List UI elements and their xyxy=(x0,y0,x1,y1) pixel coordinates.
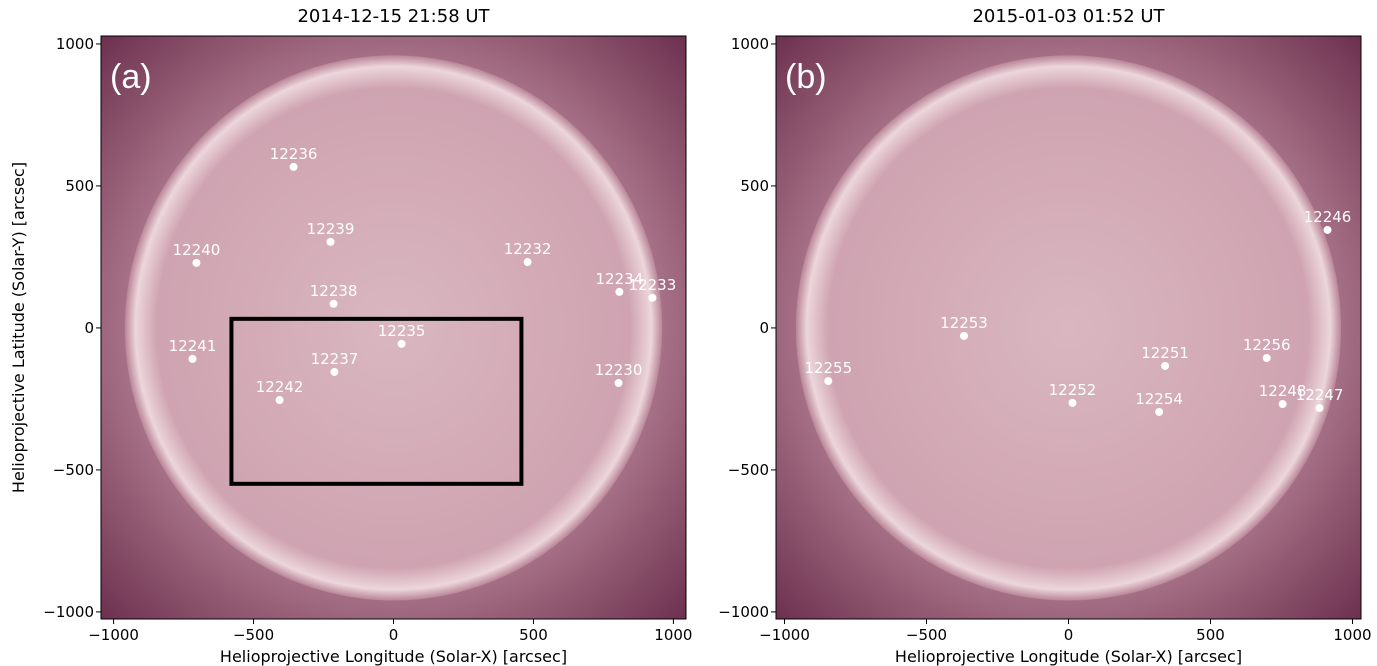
title: 2015-01-03 01:52 UT xyxy=(972,6,1165,27)
y-tick-label: −500 xyxy=(728,461,769,479)
y-tick-label: 500 xyxy=(740,177,769,195)
active-region-label: 12236 xyxy=(270,145,318,163)
x-tick-label: −1000 xyxy=(88,626,139,644)
active-region-label: 12255 xyxy=(804,359,852,377)
y-tick-label: 1000 xyxy=(56,35,94,53)
active-region-point xyxy=(1323,225,1332,234)
active-region-label: 12246 xyxy=(1304,208,1352,226)
title: 2014-12-15 21:58 UT xyxy=(297,6,490,27)
y-axis-label: Helioprojective Latitude (Solar-Y) [arcs… xyxy=(9,162,28,493)
active-region-label: 12256 xyxy=(1243,336,1291,354)
active-region-point xyxy=(1161,361,1170,370)
active-region-label: 12235 xyxy=(378,322,426,340)
active-region-label: 12230 xyxy=(595,361,643,379)
active-region-point xyxy=(1155,407,1164,416)
active-region-point xyxy=(648,293,657,302)
active-region-point xyxy=(523,258,532,267)
solar-disk xyxy=(124,55,663,601)
y-tick-label: −1000 xyxy=(43,603,94,621)
active-region-point xyxy=(1262,354,1271,363)
active-region-label: 12240 xyxy=(173,241,221,259)
active-region-label: 12232 xyxy=(504,240,552,258)
active-region-point xyxy=(614,379,623,388)
x-tick-label: −500 xyxy=(906,626,947,644)
x-tick-label: −500 xyxy=(233,626,274,644)
active-region-label: 12241 xyxy=(169,337,217,355)
y-tick-label: 1000 xyxy=(731,35,769,53)
x-tick-label: 0 xyxy=(389,626,399,644)
y-tick-label: 0 xyxy=(759,319,769,337)
active-region-label: 12253 xyxy=(940,314,988,332)
x-tick-label: 500 xyxy=(519,626,548,644)
active-region-label: 12239 xyxy=(307,220,355,238)
active-region-point xyxy=(397,339,406,348)
active-region-label: 12238 xyxy=(310,282,358,300)
x-tick-label: −1000 xyxy=(759,626,810,644)
solar-image xyxy=(775,35,1362,620)
active-region-point xyxy=(1278,400,1287,409)
active-region-point xyxy=(330,367,339,376)
solar-disk xyxy=(795,55,1342,601)
x-tick-label: 500 xyxy=(1196,626,1225,644)
x-tick-label: 1000 xyxy=(654,626,692,644)
active-region-label: 12254 xyxy=(1135,390,1183,408)
active-region-point xyxy=(192,258,201,267)
active-region-point xyxy=(959,331,968,340)
active-region-label: 12252 xyxy=(1049,381,1097,399)
panel-label: (a) xyxy=(110,58,152,96)
active-region-label: 12237 xyxy=(311,350,359,368)
y-tick-label: 0 xyxy=(84,319,94,337)
active-region-point xyxy=(289,162,298,171)
solar-image xyxy=(100,35,687,620)
x-tick-label: 0 xyxy=(1064,626,1074,644)
x-axis-label: Helioprojective Longitude (Solar-X) [arc… xyxy=(895,647,1242,666)
active-region-point xyxy=(1315,404,1324,413)
active-region-label: 12248 xyxy=(1259,382,1307,400)
active-region-label: 12233 xyxy=(629,276,677,294)
active-region-point xyxy=(824,377,833,386)
active-region-label: 12247 xyxy=(1296,386,1344,404)
y-tick-label: −1000 xyxy=(718,603,769,621)
active-region-point xyxy=(326,237,335,246)
y-tick-label: 500 xyxy=(65,177,94,195)
panel-label: (b) xyxy=(785,58,827,96)
active-region-point xyxy=(275,396,284,405)
y-tick-label: −500 xyxy=(53,461,94,479)
active-region-label: 12234 xyxy=(596,270,644,288)
active-region-point xyxy=(615,287,624,296)
region-box xyxy=(229,316,524,486)
x-axis-label: Helioprojective Longitude (Solar-X) [arc… xyxy=(220,647,567,666)
active-region-point xyxy=(1068,398,1077,407)
x-tick-label: 1000 xyxy=(1333,626,1371,644)
active-region-point xyxy=(329,299,338,308)
active-region-label: 12251 xyxy=(1141,344,1189,362)
active-region-point xyxy=(188,354,197,363)
active-region-label: 12242 xyxy=(256,378,304,396)
